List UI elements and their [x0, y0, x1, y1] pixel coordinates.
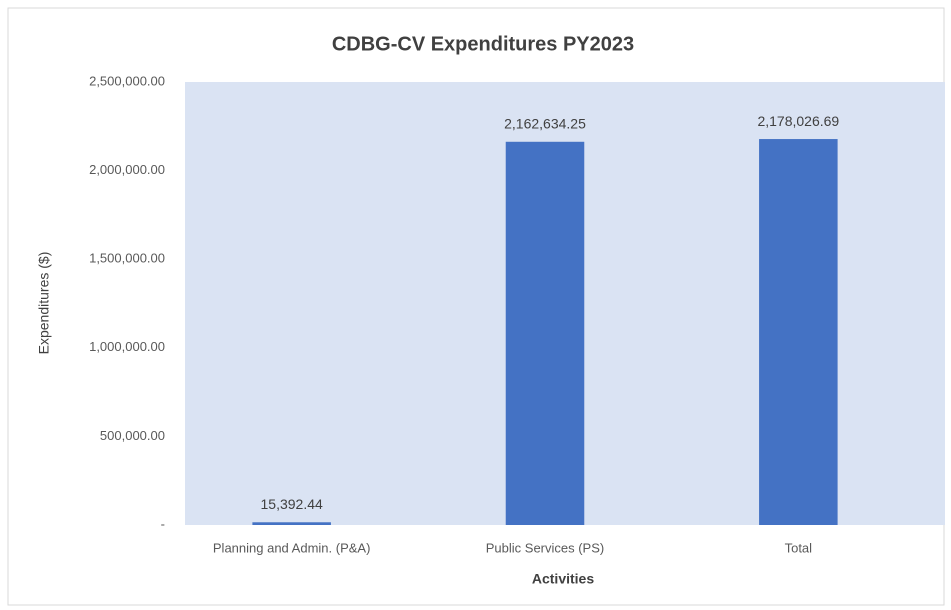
- chart-title: CDBG-CV Expenditures PY2023: [332, 33, 634, 55]
- x-tick-label: Public Services (PS): [486, 540, 604, 555]
- x-tick-label: Planning and Admin. (P&A): [213, 540, 371, 555]
- y-tick-label: 500,000.00: [100, 428, 165, 443]
- y-tick-label: 1,500,000.00: [89, 251, 165, 266]
- x-axis-title: Activities: [532, 571, 594, 587]
- y-tick-label: 2,000,000.00: [89, 162, 165, 177]
- y-tick-label: 1,000,000.00: [89, 339, 165, 354]
- bar: [759, 139, 838, 526]
- bar: [252, 522, 331, 525]
- y-tick-label: 2,500,000.00: [89, 73, 165, 88]
- y-tick-label: -: [161, 516, 165, 531]
- x-tick-label: Total: [785, 540, 813, 555]
- data-label: 2,162,634.25: [504, 115, 586, 131]
- y-axis-title: Expenditures ($): [36, 252, 52, 355]
- bar: [505, 141, 585, 526]
- data-label: 2,178,026.69: [757, 113, 839, 129]
- data-label: 15,392.44: [261, 496, 323, 512]
